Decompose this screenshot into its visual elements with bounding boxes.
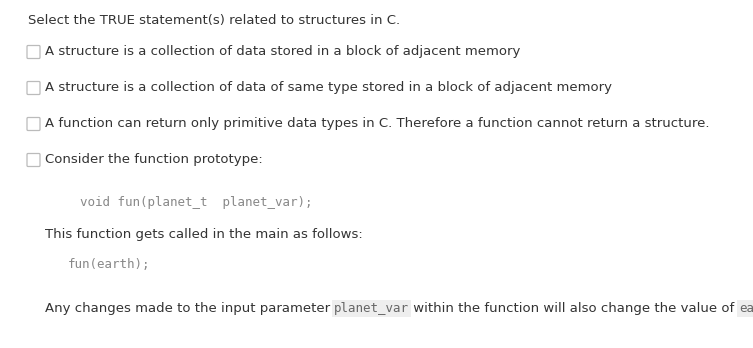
- FancyBboxPatch shape: [27, 118, 40, 130]
- Text: A function can return only primitive data types in C. Therefore a function canno: A function can return only primitive dat…: [45, 118, 709, 130]
- Text: within the function will also change the value of: within the function will also change the…: [410, 302, 739, 315]
- Text: earth: earth: [739, 302, 753, 315]
- Text: planet_var: planet_var: [334, 302, 410, 315]
- Text: A structure is a collection of data stored in a block of adjacent memory: A structure is a collection of data stor…: [45, 46, 520, 58]
- Text: This function gets called in the main as follows:: This function gets called in the main as…: [45, 228, 363, 241]
- FancyBboxPatch shape: [27, 81, 40, 95]
- FancyBboxPatch shape: [27, 153, 40, 166]
- Text: fun(earth);: fun(earth);: [68, 258, 151, 271]
- Text: A structure is a collection of data of same type stored in a block of adjacent m: A structure is a collection of data of s…: [45, 81, 612, 95]
- Text: Select the TRUE statement(s) related to structures in C.: Select the TRUE statement(s) related to …: [28, 14, 400, 27]
- Text: void fun(planet_t  planet_var);: void fun(planet_t planet_var);: [80, 196, 312, 209]
- Text: Any changes made to the input parameter: Any changes made to the input parameter: [45, 302, 334, 315]
- Text: Consider the function prototype:: Consider the function prototype:: [45, 153, 263, 166]
- FancyBboxPatch shape: [27, 46, 40, 58]
